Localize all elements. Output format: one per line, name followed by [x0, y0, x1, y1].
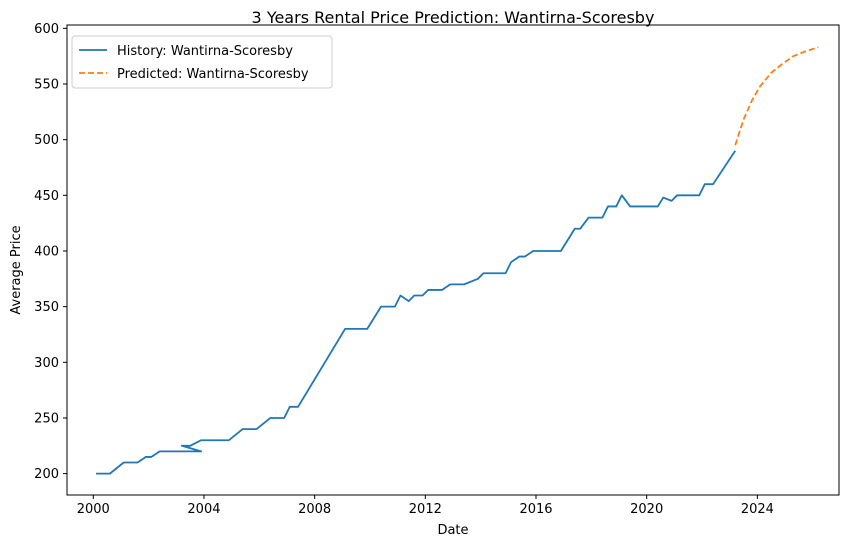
- legend-label-predicted: Predicted: Wantirna-Scoresby: [117, 67, 309, 82]
- x-tick-label: 2016: [519, 502, 552, 517]
- x-tick-label: 2004: [187, 502, 220, 517]
- x-axis: 2000 2004 2008 2012 2016 2020 2024: [77, 495, 774, 517]
- y-tick-label: 550: [34, 78, 59, 93]
- y-axis: 200 250 300 350 400 450 500 550 600: [34, 22, 67, 482]
- plot-area: [96, 46, 819, 475]
- y-tick-label: 250: [34, 411, 59, 426]
- y-tick-label: 350: [34, 300, 59, 315]
- x-tick-label: 2012: [409, 502, 442, 517]
- series-line-predicted: [734, 46, 819, 146]
- x-axis-label: Date: [437, 523, 468, 538]
- series-line-history: [96, 150, 736, 475]
- x-tick-label: 2000: [77, 502, 110, 517]
- y-tick-label: 450: [34, 189, 59, 204]
- y-tick-label: 500: [34, 133, 59, 148]
- legend-box: [71, 35, 333, 89]
- legend-label-history: History: Wantirna-Scoresby: [117, 44, 293, 59]
- x-tick-label: 2008: [298, 502, 331, 517]
- y-tick-label: 200: [34, 467, 59, 482]
- x-tick-label: 2024: [741, 502, 774, 517]
- plot-frame: [66, 24, 840, 496]
- y-tick-label: 300: [34, 356, 59, 371]
- y-axis-label: Average Price: [9, 225, 24, 314]
- y-tick-label: 600: [34, 22, 59, 37]
- x-tick-label: 2020: [630, 502, 663, 517]
- chart-title: 3 Years Rental Price Prediction: Wantirn…: [252, 8, 655, 27]
- y-tick-label: 400: [34, 244, 59, 259]
- legend: History: Wantirna-Scoresby Predicted: Wa…: [71, 35, 333, 89]
